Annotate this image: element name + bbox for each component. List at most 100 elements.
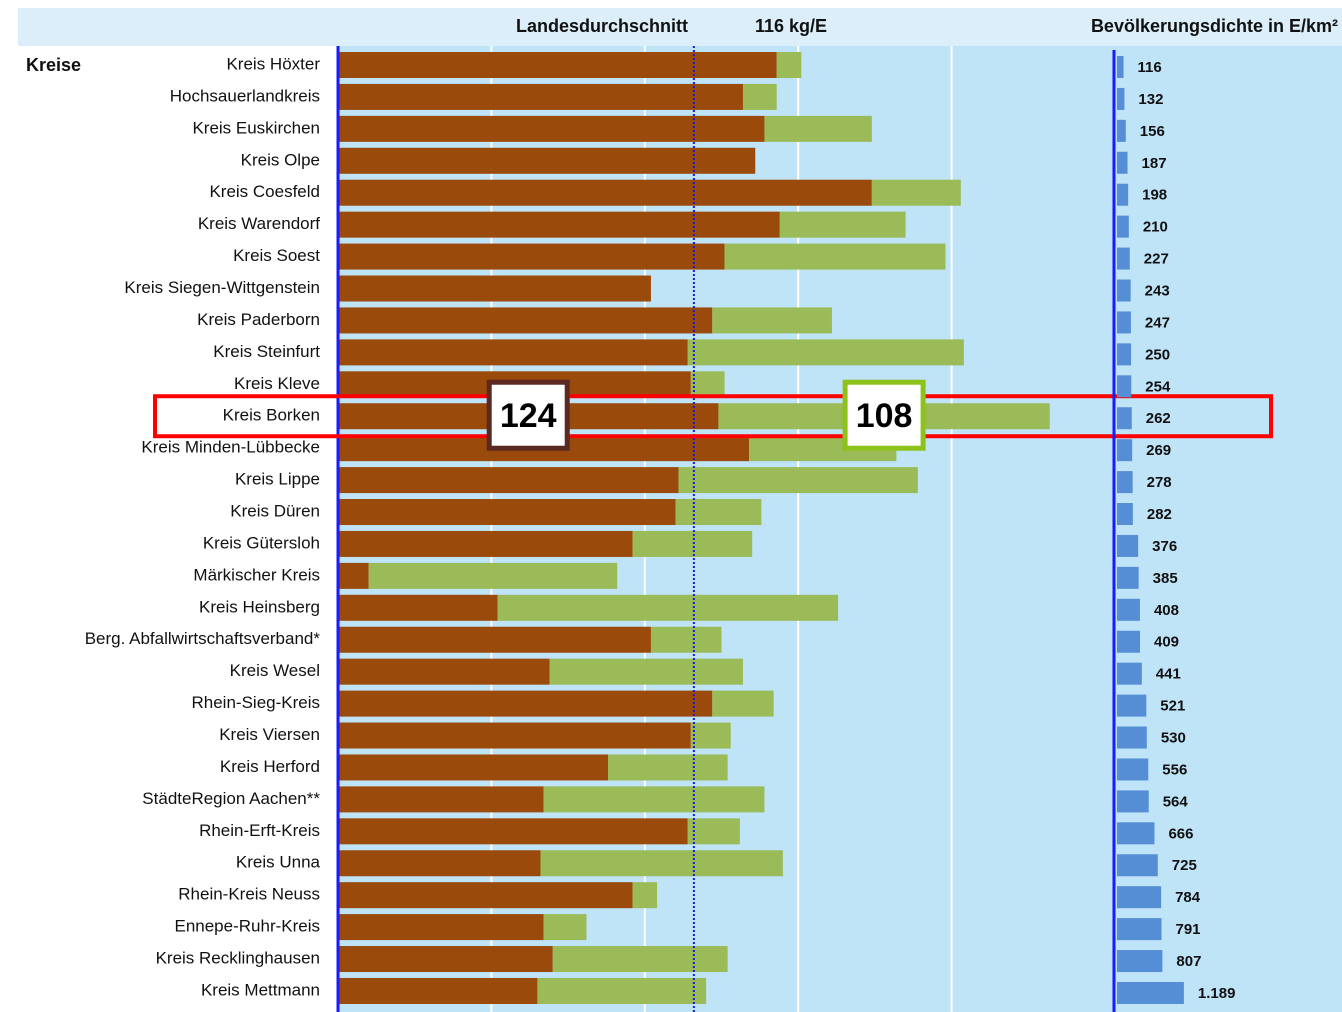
category-label: Kreis Siegen-Wittgenstein xyxy=(124,278,320,297)
bar-segment xyxy=(338,977,538,1004)
category-label: Kreis Steinfurt xyxy=(213,342,320,361)
density-label: 441 xyxy=(1156,666,1181,683)
bar-segment xyxy=(338,594,498,621)
bar-segment xyxy=(338,243,725,270)
density-label: 269 xyxy=(1146,442,1171,459)
label-box xyxy=(842,379,926,451)
category-label: Kreis Herford xyxy=(220,757,320,776)
density-label: 210 xyxy=(1143,219,1168,236)
density-label: 1.189 xyxy=(1198,985,1236,1002)
bar-segment xyxy=(338,690,713,717)
category-label: Kreis Mettmann xyxy=(201,980,320,999)
category-label: Kreis Kleve xyxy=(234,374,320,393)
bar-segment xyxy=(871,179,961,206)
density-label: 262 xyxy=(1146,410,1171,427)
density-bar xyxy=(1117,343,1132,366)
density-bar xyxy=(1117,918,1162,941)
density-label: 132 xyxy=(1138,91,1163,108)
bar-segment xyxy=(338,562,369,589)
density-label: 116 xyxy=(1138,59,1162,76)
bar-segment xyxy=(338,850,541,877)
bar-segment xyxy=(338,882,633,909)
category-label: Kreis Gütersloh xyxy=(203,533,320,552)
density-bar xyxy=(1117,662,1142,685)
category-label: Ennepe-Ruhr-Kreis xyxy=(174,917,320,936)
density-bar xyxy=(1117,566,1139,589)
average-label: Landesdurchschnitt xyxy=(516,16,688,36)
category-label: Kreis Heinsberg xyxy=(199,597,320,616)
density-label: 282 xyxy=(1147,506,1172,523)
density-bar xyxy=(1117,981,1184,1004)
bar-segment xyxy=(338,786,544,813)
category-label: Hochsauerlandkreis xyxy=(170,86,320,105)
density-bar xyxy=(1117,790,1149,813)
density-bar xyxy=(1117,375,1132,398)
bar-segment xyxy=(632,882,658,909)
bar-segment xyxy=(724,243,946,270)
category-label: Kreis Lippe xyxy=(235,470,320,489)
highlight-box xyxy=(153,394,1273,439)
density-label: 227 xyxy=(1144,251,1169,268)
bar-segment xyxy=(338,339,688,366)
density-label: 385 xyxy=(1153,570,1178,587)
category-label: Kreis Wesel xyxy=(230,661,320,680)
density-title: Bevölkerungsdichte in E/km² xyxy=(1091,16,1338,36)
density-bar xyxy=(1117,758,1149,781)
density-bar xyxy=(1117,151,1128,174)
density-bar xyxy=(1117,726,1147,749)
bar-segment xyxy=(552,946,728,973)
density-label: 408 xyxy=(1154,602,1179,619)
density-bar xyxy=(1117,854,1158,877)
category-label: Kreis Viersen xyxy=(219,725,320,744)
bar-segment xyxy=(764,115,872,142)
density-label: 278 xyxy=(1147,474,1172,491)
bar-segment xyxy=(650,626,722,653)
density-label: 784 xyxy=(1175,889,1201,906)
bar-segment xyxy=(338,211,780,238)
density-bar xyxy=(1117,247,1130,270)
average-value-label: 116 kg/E xyxy=(755,16,827,36)
bar-segment xyxy=(540,850,783,877)
density-bar xyxy=(1117,311,1131,334)
category-label: Kreis Borken xyxy=(223,406,320,425)
bar-segment xyxy=(632,530,753,557)
density-label: 156 xyxy=(1140,123,1165,140)
density-bar xyxy=(1117,279,1131,302)
density-label: 187 xyxy=(1142,155,1167,172)
bar-segment xyxy=(338,914,544,941)
bar-segment xyxy=(687,339,964,366)
bar-segment xyxy=(690,371,725,398)
density-bar xyxy=(1117,822,1155,845)
category-label: Rhein-Erft-Kreis xyxy=(199,821,320,840)
density-label: 376 xyxy=(1152,538,1177,555)
header-band xyxy=(18,8,1342,46)
category-label: Kreis Paderborn xyxy=(197,310,320,329)
bar-segment xyxy=(338,499,676,526)
category-label: Kreis Coesfeld xyxy=(209,182,320,201)
density-bar xyxy=(1117,950,1163,973)
bar-segment xyxy=(338,307,713,334)
density-bar xyxy=(1117,56,1124,78)
category-header: Kreise xyxy=(26,55,81,75)
category-label: Kreis Warendorf xyxy=(198,214,320,233)
density-label: 666 xyxy=(1168,825,1193,842)
category-label: Kreis Unna xyxy=(236,853,321,872)
density-label: 564 xyxy=(1163,793,1189,810)
bar-segment xyxy=(712,307,832,334)
bar-segment xyxy=(338,818,688,845)
bar-segment xyxy=(687,818,740,845)
bar-segment xyxy=(537,977,707,1004)
bar-segment xyxy=(338,754,608,781)
bar-segment xyxy=(338,115,765,142)
density-bar xyxy=(1117,119,1126,142)
density-label: 791 xyxy=(1175,921,1200,938)
density-label: 521 xyxy=(1160,698,1185,715)
density-label: 247 xyxy=(1145,314,1170,331)
density-label: 243 xyxy=(1145,282,1170,299)
density-label: 530 xyxy=(1161,729,1186,746)
density-bar xyxy=(1117,630,1141,653)
category-label: Berg. Abfallwirtschaftsverband* xyxy=(85,629,321,648)
data-label: 124 xyxy=(500,397,557,435)
bar-segment xyxy=(776,52,802,78)
density-bar xyxy=(1117,534,1139,557)
